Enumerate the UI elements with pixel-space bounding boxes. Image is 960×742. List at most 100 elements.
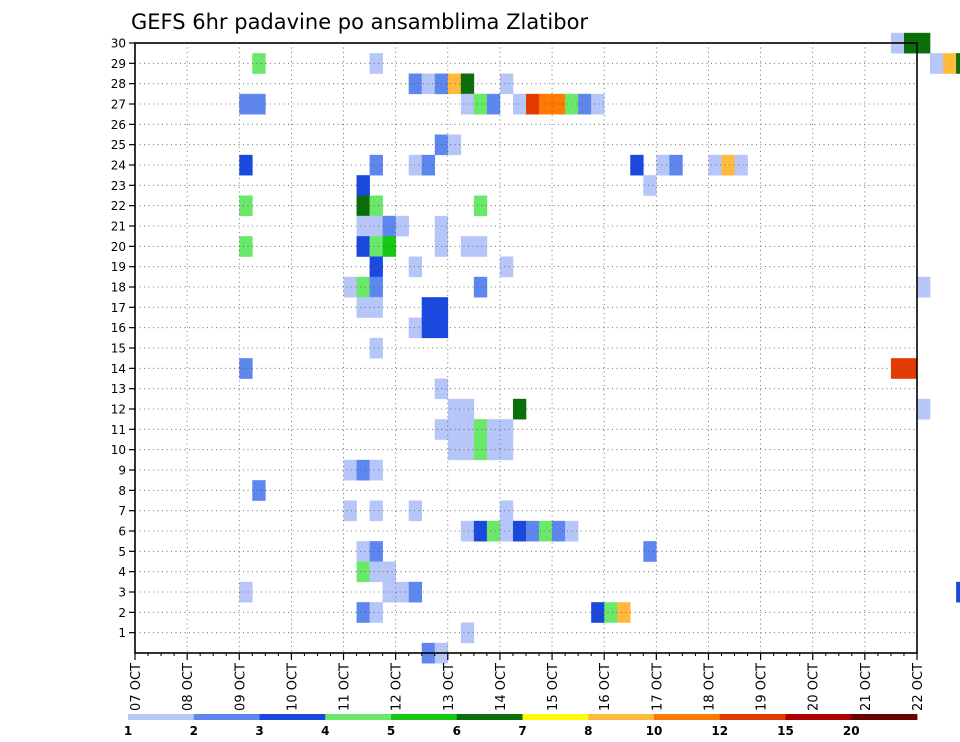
heatmap-cell	[604, 602, 618, 623]
heatmap-cell	[369, 215, 383, 237]
y-tick-label: 2	[118, 606, 126, 620]
x-tick-label: 19 OCT	[755, 663, 770, 711]
heatmap-cell	[473, 276, 488, 298]
y-tick-label: 12	[111, 403, 126, 417]
heatmap-cell	[930, 53, 944, 74]
heatmap-cell	[917, 276, 931, 298]
y-tick-label: 17	[111, 301, 126, 315]
heatmap-cell	[499, 439, 514, 461]
y-tick-label: 28	[111, 77, 126, 91]
heatmap-cell	[708, 154, 722, 176]
heatmap-cell	[447, 419, 462, 440]
heatmap-cell	[356, 215, 370, 237]
heatmap-cell	[356, 602, 370, 623]
y-tick-label: 1	[118, 626, 126, 640]
colorbar-labels: 1 2 3 4 5 6 7 8 10 12 15 20	[124, 724, 860, 738]
x-tick-label: 09 OCT	[233, 663, 248, 711]
heatmap-cell	[917, 398, 931, 420]
heatmap-cell	[369, 561, 383, 583]
heatmap-cell	[408, 154, 423, 176]
heatmap-cell	[956, 581, 960, 603]
heatmap-cell	[408, 581, 423, 603]
heatmap-cell	[499, 500, 514, 522]
colorbar-swatch	[785, 714, 852, 720]
colorbar-tick-label: 15	[777, 724, 794, 738]
y-tick-label: 11	[111, 423, 126, 437]
heatmap-cell	[734, 154, 748, 176]
heatmap-cell	[447, 398, 462, 420]
heatmap-cell	[369, 154, 383, 176]
heatmap-cell	[943, 53, 957, 74]
heatmap-cell	[512, 398, 527, 420]
heatmap-cell	[343, 500, 357, 522]
heatmap-cell	[395, 581, 409, 603]
y-tick-label: 20	[111, 240, 126, 254]
heatmap-cell	[369, 195, 383, 217]
heatmap-cell	[473, 419, 488, 440]
heatmap-cell	[369, 236, 383, 257]
heatmap-cell	[382, 561, 396, 583]
heatmap-cell	[526, 93, 540, 115]
y-tick-label: 22	[111, 199, 126, 213]
heatmap-cell	[356, 541, 370, 562]
y-tick-label: 18	[111, 281, 126, 295]
colorbar	[128, 714, 918, 720]
heatmap-cell	[460, 419, 475, 440]
y-tick-label: 30	[111, 37, 126, 51]
colorbar-swatch	[588, 714, 655, 720]
colorbar-tick-label: 1	[124, 724, 132, 738]
y-tick-label: 26	[111, 118, 126, 132]
heatmap-cell	[369, 53, 383, 74]
heatmap-cell	[460, 236, 475, 257]
heatmap-cell	[591, 93, 605, 115]
heatmap-cell	[239, 581, 253, 603]
heatmap-cell	[526, 520, 540, 542]
colorbar-swatch	[193, 714, 260, 720]
heatmap-cell	[239, 195, 253, 217]
heatmap-cell	[369, 541, 383, 562]
colorbar-tick-label: 3	[255, 724, 263, 738]
heatmap-cell	[473, 439, 488, 461]
heatmap-cell	[917, 32, 931, 54]
colorbar-swatch	[456, 714, 523, 720]
heatmap-cell	[252, 53, 266, 74]
y-tick-label: 15	[111, 342, 126, 356]
colorbar-swatch	[522, 714, 589, 720]
y-tick-label: 21	[111, 220, 126, 234]
heatmap-cell	[578, 93, 592, 115]
y-tick-label: 8	[118, 484, 126, 498]
y-tick-label: 24	[111, 159, 126, 173]
heatmap-cell	[369, 459, 383, 481]
heatmap-cell	[356, 175, 370, 196]
y-tick-label: 25	[111, 138, 126, 152]
heatmap-cell	[643, 541, 657, 562]
heatmap-cell	[486, 439, 501, 461]
heatmap-cell	[499, 73, 514, 95]
heatmap-cell	[460, 73, 475, 95]
y-tick-label: 7	[118, 504, 126, 518]
heatmap-cell	[239, 93, 253, 115]
y-axis-tick-labels: 1234567891011121314151617181920212223242…	[111, 37, 126, 641]
heatmap-cell	[239, 154, 253, 176]
heatmap-cell	[499, 419, 514, 440]
heatmap-cell	[460, 622, 475, 644]
heatmap-cell	[369, 256, 383, 278]
y-tick-label: 16	[111, 321, 126, 335]
heatmap-cell	[382, 581, 396, 603]
heatmap-cell	[239, 236, 253, 257]
x-tick-label: 07 OCT	[129, 663, 144, 711]
heatmap-cell	[473, 93, 488, 115]
colorbar-tick-label: 5	[387, 724, 395, 738]
colorbar-swatch	[128, 714, 195, 720]
heatmap-cell	[473, 520, 488, 542]
heatmap-cell	[486, 520, 501, 542]
y-tick-label: 3	[118, 586, 126, 600]
y-tick-label: 29	[111, 57, 126, 71]
heatmap-cell	[721, 154, 735, 176]
x-tick-label: 15 OCT	[546, 663, 561, 711]
heatmap-cell	[460, 520, 475, 542]
colorbar-tick-label: 20	[843, 724, 860, 738]
heatmap-cell	[539, 93, 553, 115]
heatmap-cell	[656, 154, 670, 176]
y-tick-label: 6	[118, 525, 126, 539]
